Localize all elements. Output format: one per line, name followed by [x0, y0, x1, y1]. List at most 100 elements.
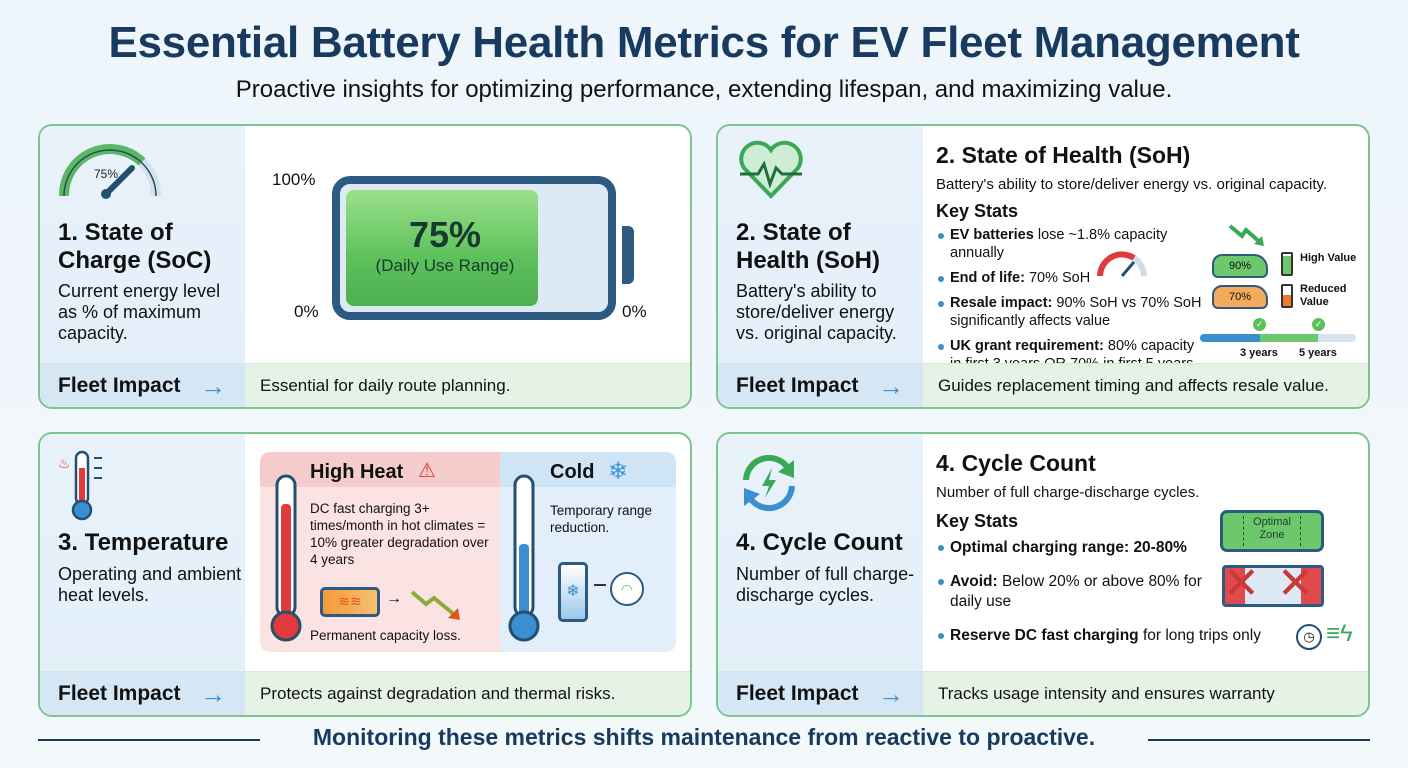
thermometer-icon: ♨: [58, 450, 102, 521]
stat-item: Reserve DC fast charging for long trips …: [936, 626, 1276, 646]
high-heat-title: High Heat: [310, 461, 404, 483]
card-state-of-health: 2. State of Health (SoH) Battery's abili…: [716, 124, 1370, 409]
gauge-label: 75%: [94, 167, 118, 181]
battery-terminal: [622, 226, 634, 284]
metric-description: Battery's ability to store/deliver energ…: [736, 281, 897, 343]
section-description: Battery's ability to store/deliver energ…: [936, 176, 1328, 193]
hot-thermometer-icon: [270, 474, 302, 642]
cycle-charge-icon: [743, 454, 795, 512]
hot-battery-icon: ≋≋: [320, 587, 380, 617]
card-side: 75% 1. State of Charge (SoC) Current ene…: [40, 126, 245, 407]
arrow-icon: →: [386, 590, 402, 607]
degradation-trend-icon: [410, 590, 460, 620]
fleet-impact-text: Guides replacement timing and affects re…: [938, 376, 1329, 395]
battery-low-icon: [1281, 284, 1293, 308]
metric-title: 3. Temperature: [58, 529, 229, 556]
battery-caption: (Daily Use Range): [375, 256, 515, 275]
stat-item: Resale impact: 90% SoH vs 70% SoH signif…: [936, 294, 1206, 330]
label-0-left: 0%: [294, 302, 319, 321]
arrow-right-icon: →: [878, 679, 904, 709]
card-state-of-charge: 75% 1. State of Charge (SoC) Current ene…: [38, 124, 692, 409]
car-high-soh: 90%: [1212, 254, 1268, 278]
section-title: 4. Cycle Count: [936, 450, 1096, 476]
arrow-right-icon: →: [200, 371, 226, 401]
reduced-value-label: Reduced Value: [1300, 283, 1347, 308]
battery-value: 75%: [408, 214, 482, 255]
stat-item: Optimal charging range: 20-80%: [936, 538, 1206, 558]
avoid-battery-icon: ✕ ✕: [1222, 559, 1324, 608]
fleet-impact: Fleet Impact → Tracks usage intensity an…: [718, 671, 1368, 715]
fleet-impact-text: Essential for daily route planning.: [260, 376, 511, 395]
timeline-3-years: 3 years: [1240, 347, 1278, 359]
fleet-impact-label: Fleet Impact: [718, 364, 923, 407]
cold-battery-icon: ❄: [558, 562, 588, 622]
gauge-icon: ◠: [610, 572, 644, 606]
battery-icon: 75% (Daily Use Range): [332, 176, 616, 320]
x-icon: ✕: [1223, 559, 1260, 608]
footer-divider-right: [1148, 739, 1370, 741]
fleet-impact-text: Tracks usage intensity and ensures warra…: [938, 684, 1275, 703]
card-temperature: ♨ 3. Temperature Operating and ambient h…: [38, 432, 692, 717]
fleet-impact-label: Fleet Impact: [40, 364, 245, 407]
warning-icon: ⚠: [418, 460, 436, 482]
timeline-5-years: 5 years: [1299, 347, 1337, 359]
metric-title: 2. State of Health (SoH): [736, 219, 880, 274]
page-subtitle: Proactive insights for optimizing perfor…: [235, 76, 1173, 103]
key-stats-heading: Key Stats: [936, 511, 1019, 531]
metric-description: Operating and ambient heat levels.: [58, 564, 242, 605]
metric-title: 1. State of Charge (SoC): [58, 219, 212, 274]
optimal-zone-battery-icon: Optimal Zone: [1220, 510, 1324, 552]
page-title: Essential Battery Health Metrics for EV …: [108, 18, 1300, 67]
footer-message: Monitoring these metrics shifts maintena…: [312, 724, 1096, 750]
fleet-impact: Fleet Impact → Protects against degradat…: [40, 671, 690, 715]
svg-text:♨: ♨: [58, 455, 71, 471]
car-low-soh: 70%: [1212, 285, 1268, 309]
fleet-impact-label: Fleet Impact: [718, 672, 923, 715]
check-icon: ✓: [1312, 318, 1325, 331]
fast-charge-icon: ≡ϟ: [1326, 620, 1353, 647]
label-0-right: 0%: [622, 302, 647, 321]
cold-text: Temporary range reduction.: [550, 503, 653, 535]
metric-description: Number of full charge-discharge cycles.: [736, 564, 915, 605]
heart-pulse-icon: [739, 140, 803, 199]
label-100: 100%: [272, 170, 316, 189]
high-heat-result: Permanent capacity loss.: [310, 628, 461, 643]
optimal-zone-label: Optimal Zone: [1243, 516, 1301, 546]
arrow-right-icon: →: [200, 679, 226, 709]
clock-icon: ◷: [1296, 624, 1322, 650]
card-cycle-count: 4. Cycle Count Number of full charge-dis…: [716, 432, 1370, 717]
section-description: Number of full charge-discharge cycles.: [936, 484, 1200, 501]
footer-divider-left: [38, 739, 260, 741]
card-side: ♨ 3. Temperature Operating and ambient h…: [40, 434, 245, 715]
high-heat-text: DC fast charging 3+ times/month in hot c…: [310, 501, 489, 567]
high-value-label: High Value: [1300, 252, 1357, 264]
check-icon: ✓: [1253, 318, 1266, 331]
trend-down-icon: [1228, 224, 1264, 246]
cold-title: Cold: [550, 461, 595, 483]
timeline-bar: [1200, 334, 1356, 342]
cold-thermometer-icon: [508, 474, 540, 642]
gauge-icon: 75%: [58, 144, 161, 199]
snowflake-icon: ❄: [608, 458, 629, 485]
x-icon: ✕: [1277, 559, 1314, 608]
fleet-impact: Fleet Impact → Guides replacement timing…: [718, 363, 1368, 407]
stat-item: Avoid: Below 20% or above 80% for daily …: [936, 572, 1206, 612]
key-stats-list: EV batteries lose ~1.8% capacity annuall…: [936, 226, 1206, 380]
key-stats-list: Optimal charging range: 20-80% Avoid: Be…: [936, 538, 1261, 653]
metric-description: Current energy level as % of maximum cap…: [58, 281, 221, 343]
battery-high-icon: [1281, 252, 1293, 276]
arrow-right-icon: →: [878, 371, 904, 401]
fleet-impact-text: Protects against degradation and thermal…: [260, 684, 616, 703]
battery-fill: [346, 190, 538, 306]
gauge-low-icon: [1097, 251, 1147, 277]
high-heat-panel: High Heat ⚠ DC fast charging 3+ times/mo…: [260, 452, 500, 652]
stat-item: EV batteries lose ~1.8% capacity annuall…: [936, 226, 1206, 262]
fleet-impact: Fleet Impact → Essential for daily route…: [40, 363, 690, 407]
fleet-impact-label: Fleet Impact: [40, 672, 245, 715]
card-side: 4. Cycle Count Number of full charge-dis…: [718, 434, 923, 715]
stat-item: End of life: 70% SoH: [936, 269, 1206, 287]
card-side: 2. State of Health (SoH) Battery's abili…: [718, 126, 923, 407]
section-title: 2. State of Health (SoH): [936, 142, 1191, 168]
metric-title: 4. Cycle Count: [736, 529, 903, 556]
key-stats-heading: Key Stats: [936, 201, 1019, 221]
